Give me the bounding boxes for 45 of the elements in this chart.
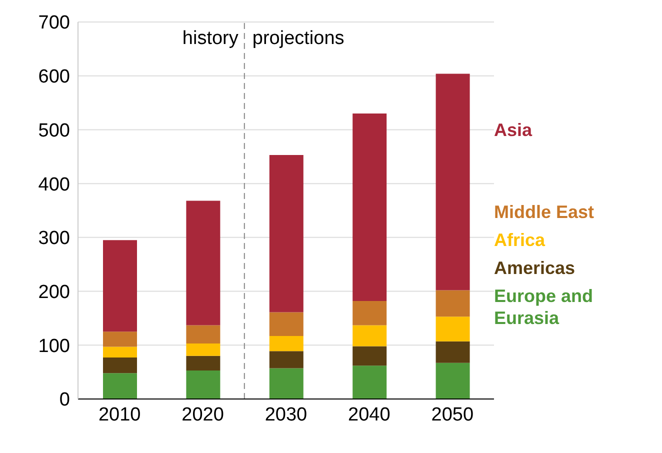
bar [186,370,220,399]
bar [436,341,470,363]
y-tick-label: 300 [38,228,70,250]
y-tick-label: 400 [38,174,70,196]
x-tick-label: 2040 [348,404,390,426]
x-tick-label: 2010 [98,404,141,426]
text: Europe and Eurasia [494,284,594,328]
bar [103,332,137,347]
bar [352,366,387,399]
annotation: projections [252,28,344,49]
y-tick-label: 0 [59,390,70,411]
bar [103,240,137,332]
bar [186,200,220,326]
y-tick-label: 600 [38,66,70,88]
text: Americas [494,256,576,278]
annotation: history [182,28,239,49]
bar [186,325,220,344]
bar [103,358,137,374]
bar [269,336,304,352]
bar [436,290,470,317]
y-tick-label: 700 [38,12,70,34]
bar [352,325,387,346]
bar [436,362,470,399]
x-tick-label: 2030 [264,404,308,426]
series-label: Asia [494,118,534,140]
text: Middle East [494,200,596,222]
bar [436,316,470,342]
text: Africa [494,228,546,250]
y-tick-label: 100 [38,336,70,357]
bar [352,346,387,366]
bar [352,300,387,326]
y-tick-label: 500 [38,120,70,142]
bar [269,155,304,312]
bar [269,368,304,399]
bar [186,356,220,370]
bar [269,312,304,336]
x-tick-label: 2050 [431,404,474,426]
bar [103,373,137,399]
bar [352,114,387,301]
bar [186,344,220,356]
x-tick-label: 2020 [182,404,224,426]
bar [103,346,137,358]
y-tick-label: 200 [38,282,70,304]
bar [436,74,470,290]
bar [269,351,304,368]
